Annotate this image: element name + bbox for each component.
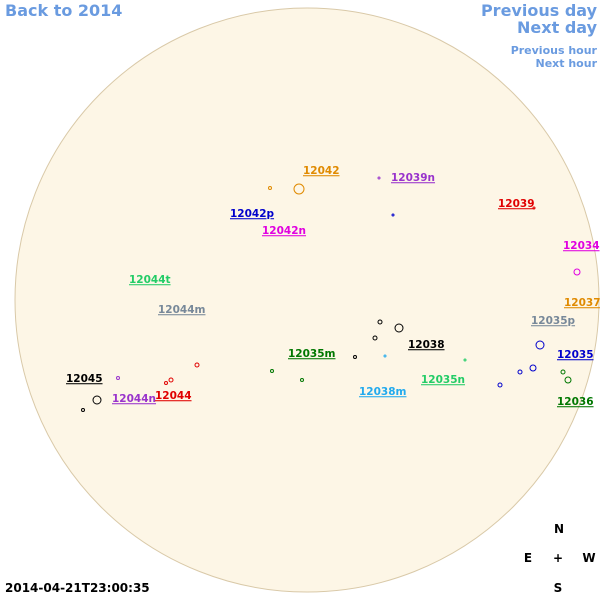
next-day-link[interactable]: Next day bbox=[517, 18, 598, 37]
solar-disk bbox=[14, 7, 600, 593]
region-label[interactable]: 12044m bbox=[158, 304, 206, 316]
region-label[interactable]: 12035n bbox=[421, 374, 465, 386]
region-label[interactable]: 12044n bbox=[112, 393, 156, 405]
back-link[interactable]: Back to 2014 bbox=[5, 1, 122, 20]
previous-hour-link[interactable]: Previous hour bbox=[511, 44, 598, 57]
region-label[interactable]: 12038m bbox=[359, 386, 407, 398]
region-label[interactable]: 12044t bbox=[129, 274, 171, 286]
compass-west: W bbox=[582, 551, 595, 565]
region-label[interactable]: 12038 bbox=[408, 339, 445, 351]
region-label[interactable]: 12037 bbox=[564, 297, 600, 309]
region-label[interactable]: 12039n bbox=[391, 172, 435, 184]
region-label[interactable]: 12042 bbox=[303, 165, 340, 177]
region-label[interactable]: 12036 bbox=[557, 396, 594, 408]
region-label[interactable]: 12035m bbox=[288, 348, 336, 360]
region-label[interactable]: 12042p bbox=[230, 208, 275, 220]
timestamp: 2014-04-21T23:00:35 bbox=[5, 581, 150, 595]
region-label[interactable]: 12035 bbox=[557, 349, 594, 361]
region-label[interactable]: 12045 bbox=[66, 373, 103, 385]
compass-north: N bbox=[554, 522, 564, 536]
region-label[interactable]: 12035p bbox=[531, 315, 576, 327]
compass-south: S bbox=[554, 581, 563, 595]
next-hour-link[interactable]: Next hour bbox=[536, 57, 598, 70]
sunspots bbox=[81, 176, 581, 412]
region-label[interactable]: 12042n bbox=[262, 225, 306, 237]
previous-day-link[interactable]: Previous day bbox=[481, 1, 598, 20]
region-label[interactable]: 12039 bbox=[498, 198, 535, 210]
compass-center: + bbox=[553, 551, 563, 565]
region-label[interactable]: 12034 bbox=[563, 240, 600, 252]
compass-east: E bbox=[524, 551, 532, 565]
region-label[interactable]: 12044 bbox=[155, 390, 192, 402]
